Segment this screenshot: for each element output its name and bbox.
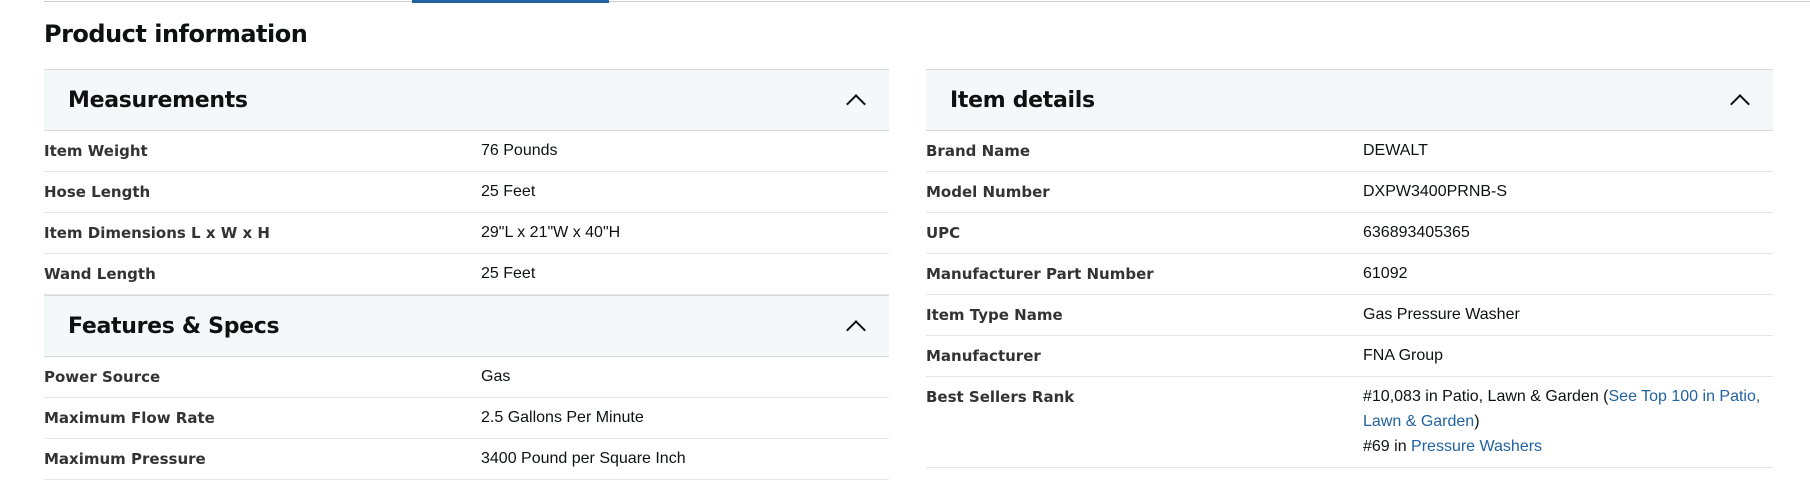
section-title: Item details [950,87,1095,113]
table-row: Item Weight 76 Pounds [44,131,889,172]
table-row: Model Number DXPW3400PRNB-S [926,172,1773,213]
row-value: DEWALT [1363,142,1428,159]
section-title: Measurements [68,87,248,113]
chevron-up-icon[interactable] [846,320,866,340]
features-header[interactable]: Features & Specs [44,295,889,357]
row-label: Item Type Name [926,306,1063,324]
row-value: 25 Feet [481,265,536,282]
page-title: Product information [44,20,308,48]
table-row: Hose Length 25 Feet [44,172,889,213]
row-value: 636893405365 [1363,224,1470,241]
row-value: 2.5 Gallons Per Minute [481,409,644,426]
row-label: Item Weight [44,142,148,160]
row-value: FNA Group [1363,347,1444,364]
table-row: Manufacturer FNA Group [926,336,1773,377]
item-details-header[interactable]: Item details [926,69,1773,131]
row-label: Item Dimensions L x W x H [44,224,270,242]
category-link[interactable]: Pressure Washers [1411,438,1543,455]
tab-divider [44,1,1810,2]
row-label: Power Source [44,368,161,386]
row-label: Best Sellers Rank [926,388,1075,406]
table-row: Manufacturer Part Number 61092 [926,254,1773,295]
table-row: Brand Name DEWALT [926,131,1773,172]
table-row: Maximum Flow Rate 2.5 Gallons Per Minute [44,398,889,439]
row-label: Maximum Pressure [44,450,206,468]
active-tab-indicator [412,0,609,3]
row-label: UPC [926,224,961,242]
row-value: 29"L x 21"W x 40"H [481,224,621,241]
row-value: Gas Pressure Washer [1363,306,1520,323]
row-value: DXPW3400PRNB-S [1363,183,1508,200]
row-label: Manufacturer Part Number [926,265,1154,283]
row-label: Model Number [926,183,1050,201]
row-value: Gas [481,368,511,385]
top-100-link[interactable]: See Top 100 in Patio, Lawn & Garden [1363,388,1761,430]
measurements-header[interactable]: Measurements [44,69,889,131]
right-column: Item details Brand Name DEWALT Model Numbe… [926,69,1773,468]
row-label: Hose Length [44,183,151,201]
rank-text: #10,083 in Patio, Lawn & Garden ( [1363,388,1609,405]
row-label: Maximum Flow Rate [44,409,215,427]
row-value: #10,083 in Patio, Lawn & Garden (See Top… [1363,384,1773,459]
left-column: Measurements Item Weight 76 Pounds Hose Le… [44,69,889,480]
row-value: 61092 [1363,265,1408,282]
row-value: 25 Feet [481,183,536,200]
chevron-up-icon[interactable] [846,94,866,114]
table-row: Wand Length 25 Feet [44,254,889,295]
row-label: Manufacturer [926,347,1041,365]
row-label: Brand Name [926,142,1031,160]
rank-text: #69 in [1363,438,1412,455]
table-row: UPC 636893405365 [926,213,1773,254]
table-row: Best Sellers Rank #10,083 in Patio, Lawn… [926,377,1773,468]
table-row: Item Type Name Gas Pressure Washer [926,295,1773,336]
table-row: Power Source Gas [44,357,889,398]
row-label: Wand Length [44,265,156,283]
table-row: Maximum Pressure 3400 Pound per Square In… [44,439,889,480]
row-value: 3400 Pound per Square Inch [481,450,686,467]
table-row: Item Dimensions L x W x H 29"L x 21"W x 4… [44,213,889,254]
rank-text: ) [1474,413,1480,430]
section-title: Features & Specs [68,313,280,339]
row-value: 76 Pounds [481,142,558,159]
chevron-up-icon[interactable] [1730,94,1750,114]
